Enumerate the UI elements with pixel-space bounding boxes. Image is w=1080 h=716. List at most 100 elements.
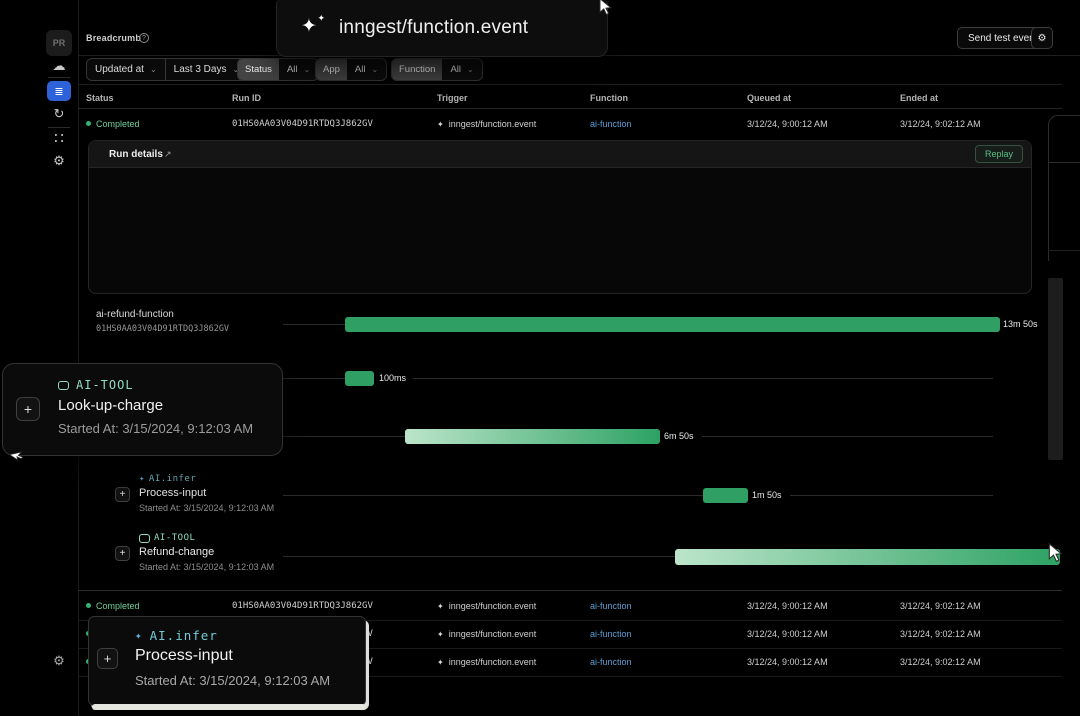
ended-at: 3/12/24, 9:02:12 AM — [900, 629, 981, 639]
col-header-status[interactable]: Status — [86, 93, 114, 103]
sketch-underline — [92, 704, 366, 710]
span-started-at: Started At: 3/15/2024, 9:12:03 AM — [139, 503, 275, 513]
function-filter[interactable]: Function All ⌄ — [391, 58, 483, 81]
refresh-icon[interactable]: ↻ — [53, 106, 65, 121]
cursor-icon — [599, 0, 613, 16]
trigger: ✦ inngest/function.event — [437, 119, 537, 129]
ended-at: 3/12/24, 9:02:12 AM — [900, 119, 981, 129]
sparkle-icon: ✦ — [437, 120, 444, 129]
span-started-at: Started At: 3/15/2024, 9:12:03 AM — [58, 421, 254, 436]
trace-duration-100ms: 100ms — [379, 373, 407, 383]
sidebar-separator — [48, 127, 70, 128]
span-kind-ai-tool: AI-TOOL — [58, 378, 134, 392]
col-header-queued-at[interactable]: Queued at — [747, 93, 792, 103]
span-kind-ai-infer: ✦ AI.infer — [139, 474, 197, 484]
col-header-run-id[interactable]: Run ID — [232, 93, 261, 103]
event-title-card: ✦ ✦ inngest/function.event — [276, 0, 608, 57]
function-link[interactable]: ai-function — [590, 119, 632, 129]
sort-select[interactable]: Updated at ⌄ — [95, 64, 157, 75]
status-filter-value[interactable]: All ⌄ — [286, 64, 311, 75]
event-title: inngest/function.event — [339, 17, 529, 38]
span-tooltip-lookup-charge: + AI-TOOL Look-up-charge Started At: 3/1… — [2, 363, 283, 456]
function-filter-label: Function — [392, 59, 443, 80]
trace-root-name[interactable]: ai-refund-function — [96, 309, 174, 320]
col-header-function[interactable]: Function — [590, 93, 628, 103]
function-link[interactable]: ai-function — [590, 601, 632, 611]
trace-duration-1m50s: 1m 50s — [752, 490, 782, 500]
chevron-down-icon: ⌄ — [232, 64, 240, 74]
scrollbar-thumb[interactable] — [1048, 278, 1063, 460]
trace-track — [413, 378, 993, 379]
span-started-at: Started At: 3/15/2024, 9:12:03 AM — [139, 562, 275, 572]
gear-icon[interactable]: ⚙ — [53, 153, 65, 168]
chevron-down-icon: ⌄ — [371, 64, 379, 74]
queued-at: 3/12/24, 9:00:12 AM — [747, 657, 828, 667]
function-filter-value[interactable]: All ⌄ — [450, 64, 474, 75]
date-range-select[interactable]: Last 3 Days ⌄ — [164, 59, 248, 80]
sparkle-icon: ✦ — [135, 629, 143, 642]
sparkle-icon: ✦ ✦ — [301, 13, 325, 37]
trigger: ✦ inngest/function.event — [437, 601, 537, 611]
app-filter[interactable]: App All ⌄ — [315, 58, 388, 81]
span-name[interactable]: Process-input — [139, 487, 207, 499]
trace-duration-6m50s: 6m 50s — [664, 431, 694, 441]
span-name: Process-input — [135, 647, 233, 664]
expand-span-button[interactable]: + — [16, 397, 40, 421]
run-id: 01HS0AA03V04D91RTDQ3J862GV — [232, 119, 373, 129]
function-link[interactable]: ai-function — [590, 657, 632, 667]
function-link[interactable]: ai-function — [590, 629, 632, 639]
cloud-icon[interactable]: ☁ — [52, 58, 66, 73]
queued-at: 3/12/24, 9:00:12 AM — [747, 119, 828, 129]
trace-bar-1m50s[interactable] — [703, 488, 748, 503]
avatar-initials: PR — [52, 38, 66, 48]
col-header-trigger[interactable]: Trigger — [437, 93, 468, 103]
replay-button[interactable]: Replay — [974, 145, 1023, 163]
info-icon[interactable]: ? — [139, 33, 149, 43]
span-tooltip-process-input: + ✦ AI.infer Process-input Started At: 3/… — [88, 616, 366, 706]
fragment-line — [1048, 250, 1080, 251]
next-card-fragment — [1048, 115, 1080, 261]
gear-icon: ⚙ — [1037, 32, 1047, 44]
trace-track — [283, 324, 345, 325]
runs-list-icon: ≣ — [54, 85, 64, 98]
run-details-header: Run details ↗ Replay — [89, 141, 1031, 168]
trace-track — [790, 495, 993, 496]
trace-track — [702, 436, 993, 437]
header-divider — [78, 108, 1062, 109]
row-divider — [78, 620, 1062, 621]
external-link-icon[interactable]: ↗ — [164, 149, 172, 159]
trigger: ✦ inngest/function.event — [437, 629, 537, 639]
trace-root-run-id: 01HS0AA03V04D91RTDQ3J862GV — [96, 324, 230, 334]
span-name[interactable]: Refund-change — [139, 546, 215, 558]
row-divider — [78, 648, 1062, 649]
status-filter[interactable]: Status All ⌄ — [237, 58, 320, 81]
col-header-ended-at[interactable]: Ended at — [900, 93, 939, 103]
sparkle-icon: ✦ — [437, 658, 444, 667]
expand-span-button[interactable]: + — [97, 648, 118, 669]
trace-track — [283, 436, 405, 437]
trace-bar-root[interactable] — [345, 317, 1000, 332]
settings-button[interactable]: ⚙ — [1031, 27, 1053, 49]
avatar[interactable]: PR — [46, 30, 72, 56]
sort-range-filter: Updated at ⌄ Last 3 Days ⌄ — [86, 58, 249, 81]
chevron-down-icon: ⌄ — [467, 64, 474, 74]
cursor-icon — [8, 451, 24, 461]
trace-track — [283, 556, 675, 557]
expand-span-button[interactable]: + — [115, 546, 130, 561]
section-divider — [78, 590, 1062, 591]
app-filter-value[interactable]: All ⌄ — [354, 64, 379, 75]
settings-bottom-icon[interactable]: ⚙ — [53, 653, 65, 668]
expand-span-button[interactable]: + — [115, 487, 130, 502]
span-started-at: Started At: 3/15/2024, 9:12:03 AM — [135, 673, 331, 688]
sparkle-icon: ✦ — [437, 602, 444, 611]
chevron-down-icon: ⌄ — [303, 64, 311, 74]
trace-bar-refund-change[interactable] — [675, 549, 1060, 565]
chevron-down-icon: ⌄ — [149, 64, 157, 74]
trace-bar-6m50s[interactable] — [405, 429, 660, 444]
trace-track — [283, 378, 345, 379]
trace-bar-100ms[interactable] — [345, 371, 374, 386]
status-badge: Completed — [86, 601, 140, 611]
sidebar-item-runs-active[interactable]: ≣ — [47, 81, 71, 101]
span-kind-ai-tool: AI-TOOL — [139, 533, 195, 543]
apps-icon[interactable]: ∷ — [54, 130, 64, 147]
